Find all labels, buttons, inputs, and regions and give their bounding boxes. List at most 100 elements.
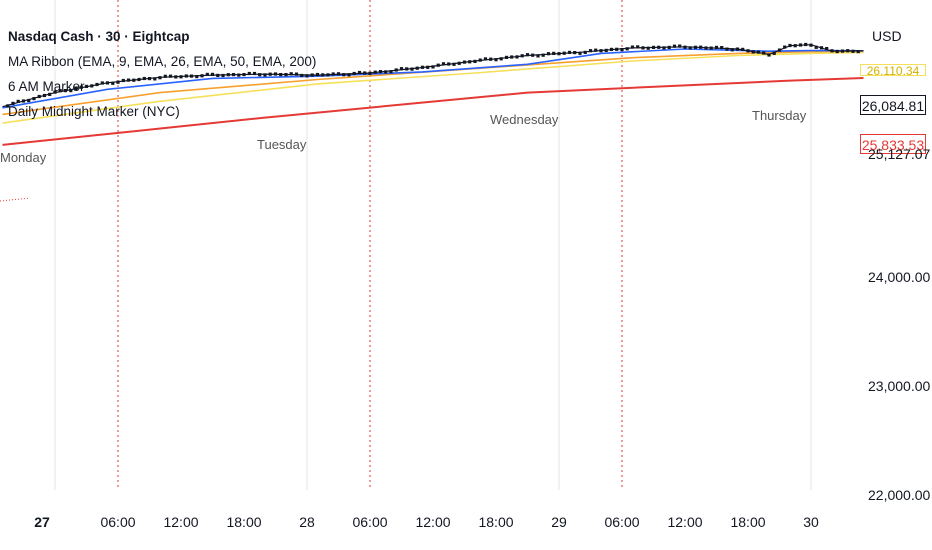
candle-151: [798, 43, 803, 47]
candle-148: [783, 45, 787, 49]
candle-124: [657, 45, 661, 49]
candle-65: [347, 73, 351, 77]
candle-112: [594, 48, 598, 52]
candle-86: [457, 61, 461, 65]
x-tick-label: 28: [299, 514, 315, 530]
x-tick-label: 18:00: [226, 514, 262, 530]
x-tick-label: 12:00: [415, 514, 451, 530]
candle-11: [63, 89, 68, 93]
candle-101: [536, 54, 540, 58]
candle-5: [32, 97, 36, 101]
candle-157: [830, 49, 834, 53]
candle-161: [851, 49, 855, 53]
candle-33: [179, 75, 183, 79]
candle-55: [294, 72, 299, 76]
x-tick-label: 18:00: [478, 514, 514, 530]
candle-2: [16, 99, 20, 103]
candle-48: [258, 73, 262, 77]
candle-110: [583, 50, 587, 54]
candle-77: [410, 67, 414, 71]
candle-68: [363, 71, 367, 75]
y-tick-label: 24,000.00: [868, 268, 931, 285]
candle-117: [620, 48, 624, 52]
candle-92: [489, 57, 493, 61]
candle-15: [84, 84, 89, 88]
candle-8: [48, 92, 52, 96]
candle-85: [452, 62, 456, 66]
candle-24: [132, 78, 136, 82]
ema200-price-tag: 25,833.53: [860, 134, 926, 154]
candle-149: [788, 43, 792, 48]
ema200-extension: [0, 197, 31, 202]
candle-74: [394, 68, 398, 72]
candle-134: [709, 46, 713, 50]
candle-46: [247, 71, 251, 76]
candle-104: [552, 51, 556, 55]
day-label-thursday: Thursday: [752, 108, 807, 123]
candle-80: [426, 65, 430, 69]
candle-102: [541, 53, 545, 57]
candle-34: [184, 74, 188, 78]
candle-45: [242, 73, 246, 77]
currency-label[interactable]: USD: [872, 28, 902, 44]
candle-73: [389, 70, 393, 74]
candle-129: [683, 45, 687, 49]
candle-116: [615, 47, 619, 51]
candle-87: [462, 60, 467, 64]
candle-98: [520, 54, 524, 58]
candle-61: [326, 73, 330, 77]
candle-138: [730, 48, 734, 52]
candle-40: [216, 73, 220, 77]
candle-88: [468, 60, 472, 64]
candle-30: [163, 74, 167, 78]
candle-19: [105, 81, 110, 85]
candle-59: [315, 72, 320, 77]
legend-6am-marker[interactable]: 6 AM Marker: [8, 79, 85, 94]
legend-ma-ribbon[interactable]: MA Ribbon (EMA, 9, EMA, 26, EMA, 50, EMA…: [8, 54, 317, 69]
candle-1: [11, 101, 15, 105]
candle-70: [373, 70, 377, 74]
candle-111: [588, 49, 593, 53]
candle-115: [609, 47, 614, 51]
x-tick-label: 06:00: [604, 514, 640, 530]
candle-114: [604, 48, 608, 52]
series-layer: [2, 44, 864, 146]
candle-10: [58, 89, 62, 93]
candle-69: [368, 71, 372, 75]
candle-96: [510, 55, 514, 59]
candle-67: [357, 70, 362, 75]
candle-3: [21, 99, 26, 103]
candle-109: [578, 51, 582, 55]
candle-13: [74, 87, 78, 91]
candle-0: [6, 104, 10, 108]
candle-43: [231, 73, 236, 77]
candle-94: [499, 57, 503, 61]
symbol-title[interactable]: Nasdaq Cash · 30 · Eightcap: [8, 29, 190, 44]
candle-17: [95, 82, 99, 87]
candle-105: [557, 52, 561, 56]
candle-50: [268, 72, 272, 76]
x-tick-label: 18:00: [730, 514, 766, 530]
candle-42: [226, 73, 230, 77]
candle-57: [305, 74, 309, 78]
candle-100: [531, 53, 535, 57]
candle-125: [662, 46, 666, 50]
candle-118: [625, 47, 629, 51]
partial-price-tag: 26,110.34: [860, 64, 926, 76]
candle-162: [856, 50, 860, 54]
candle-60: [321, 73, 325, 77]
candle-108: [573, 51, 577, 55]
candle-135: [714, 45, 719, 49]
legend-midnight-marker[interactable]: Daily Midnight Marker (NYC): [8, 104, 180, 119]
candle-14: [79, 85, 83, 89]
candle-66: [352, 71, 356, 76]
candle-18: [100, 81, 104, 85]
candle-131: [693, 45, 698, 49]
day-label-wednesday: Wednesday: [490, 112, 559, 127]
candle-95: [504, 55, 509, 59]
candle-76: [405, 67, 409, 71]
candle-51: [273, 72, 278, 76]
candle-156: [825, 47, 829, 51]
candle-158: [835, 49, 839, 54]
